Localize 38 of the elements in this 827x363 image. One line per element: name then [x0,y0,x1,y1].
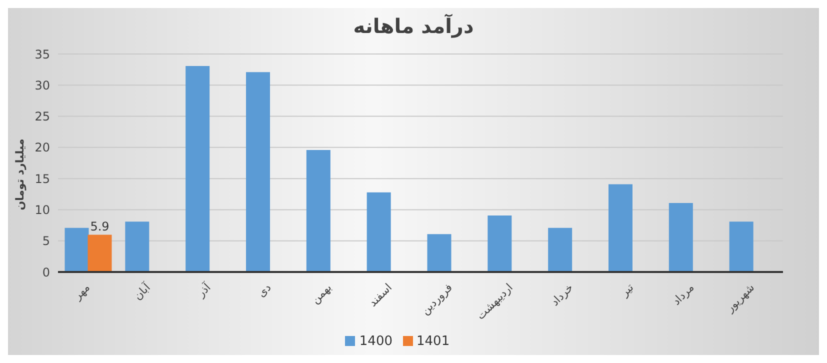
bar [548,228,572,272]
x-tick-label: مرداد [670,280,697,308]
y-tick-label: 25 [34,110,50,124]
y-tick-label: 0 [42,265,50,280]
x-tick-label: آذر [193,280,214,300]
bar [246,72,270,272]
bar [125,222,150,272]
bar [306,150,330,272]
legend-label: 1400 [359,334,392,349]
x-tick-label: فروردین [418,281,455,318]
x-tick-label: شهریور [722,281,758,316]
x-tick-label: دی [254,280,274,300]
x-tick-label: خرداد [548,281,576,308]
bar [186,66,210,272]
x-tick-label: اسفند [366,281,395,310]
y-tick-label: 15 [34,172,50,186]
y-axis-title: میلیارد تومان [14,138,27,210]
bar [488,215,512,272]
x-tick-label: تیر [617,281,636,300]
x-tick-label: اردیبهشت [474,281,516,322]
y-tick-label: 5 [42,234,50,248]
bar [427,234,452,272]
bar [64,228,89,272]
x-tick-label: آبان [130,280,154,303]
bar [729,222,754,272]
y-tick-label: 30 [34,78,50,92]
y-tick-label: 10 [34,202,50,217]
bar [366,192,391,272]
x-tick-label: بهمن [308,281,334,306]
y-tick-label: 20 [34,140,50,155]
x-tick-label: مهر [70,280,93,304]
bar [88,234,112,272]
bar [668,202,693,272]
bar [608,184,632,272]
y-tick-label: 35 [34,47,50,62]
chart-title: درآمد ماهانه [352,13,475,40]
legend-label: 1401 [416,334,450,349]
data-label: 5.9 [90,219,110,234]
